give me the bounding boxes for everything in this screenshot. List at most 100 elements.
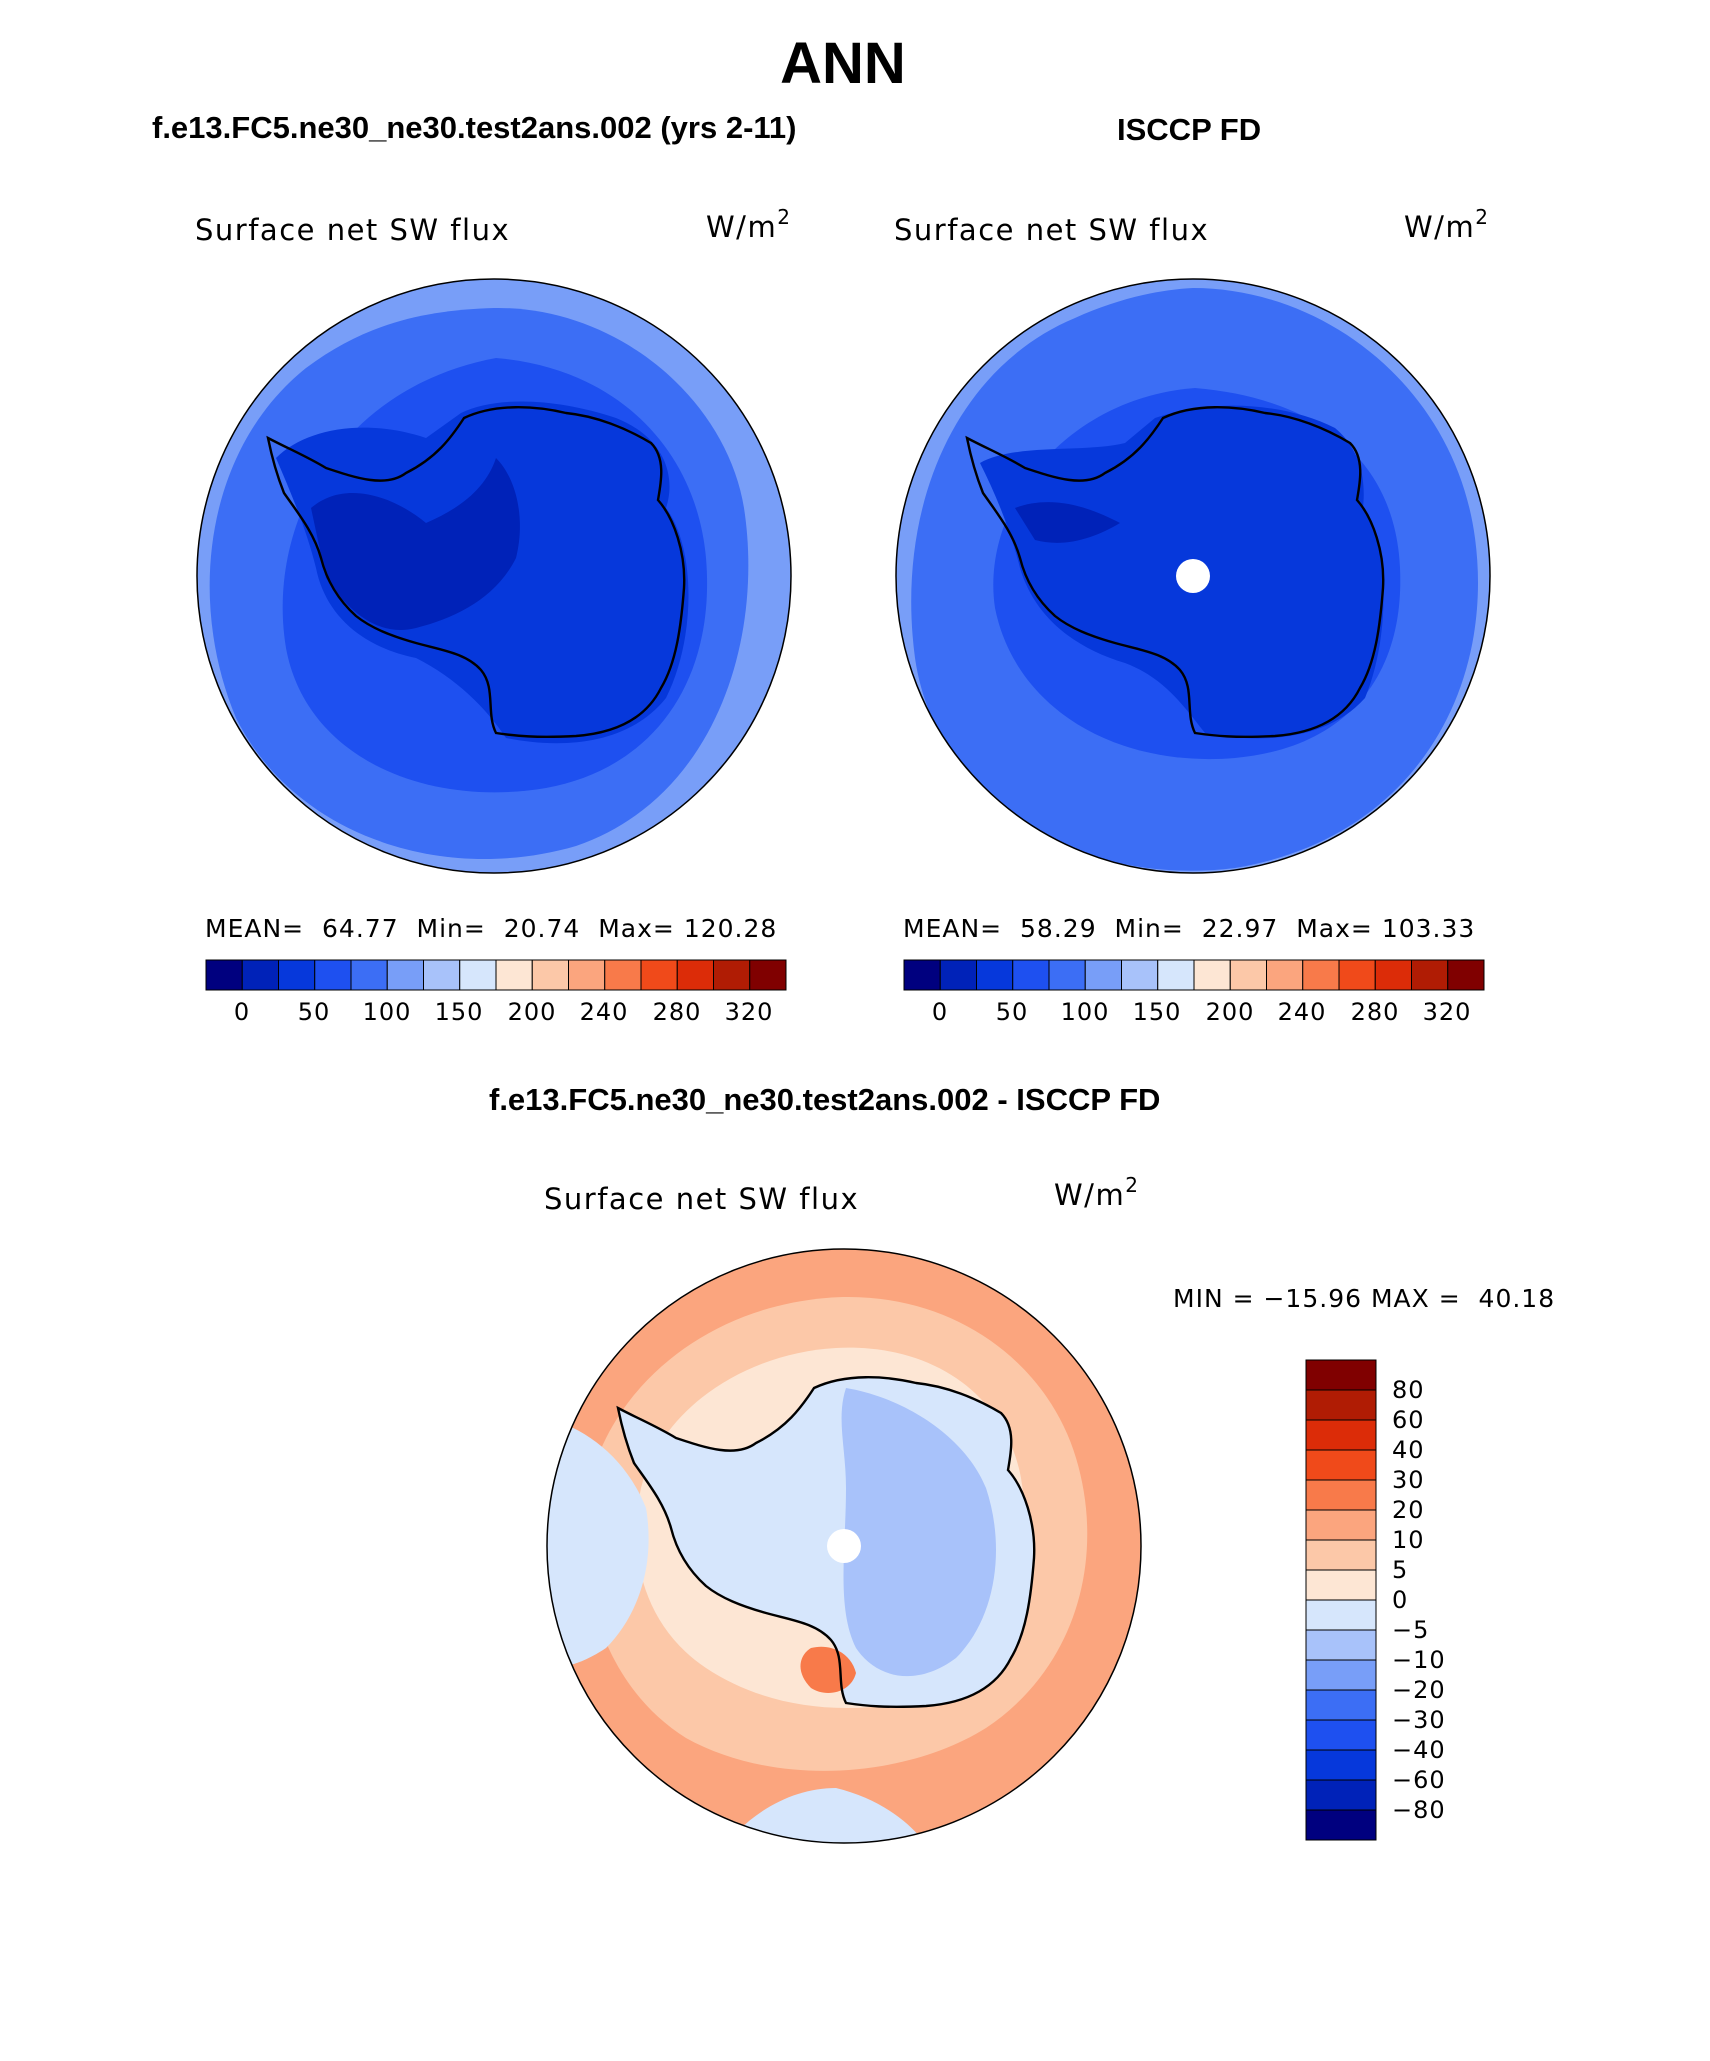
panel-1-variable-label: Surface net SW flux	[195, 213, 511, 247]
panel-1-stats: MEAN= 64.77 Min= 20.74 Max= 120.28	[205, 914, 777, 943]
colorbar-swatch	[1305, 1539, 1377, 1571]
colorbar-swatch	[903, 959, 941, 991]
colorbar-swatch	[1229, 959, 1267, 991]
panel-1-tick: 50	[297, 998, 331, 1026]
panel-2-polar-map	[895, 278, 1491, 874]
colorbar-swatch	[531, 959, 569, 991]
difference-coastline	[616, 1376, 1036, 1708]
difference-tick: −20	[1392, 1676, 1446, 1704]
panel-2-mean-label: MEAN=	[903, 914, 1003, 943]
panel-2-tick: 0	[931, 998, 949, 1026]
colorbar-swatch	[1305, 1479, 1377, 1511]
colorbar-swatch	[939, 959, 977, 991]
colorbar-swatch	[713, 959, 751, 991]
panel-2-colorbar	[903, 959, 1485, 991]
colorbar-swatch	[1305, 1419, 1377, 1451]
colorbar-swatch	[1084, 959, 1122, 991]
difference-tick: 60	[1392, 1406, 1425, 1434]
colorbar-swatch	[1374, 959, 1412, 991]
difference-tick: −60	[1392, 1766, 1446, 1794]
panel-1-tick: 240	[579, 998, 629, 1026]
panel-2-min-label: Min=	[1114, 914, 1184, 943]
panel-1-max: 120.28	[683, 914, 778, 943]
panel-2-min: 22.97	[1201, 914, 1279, 943]
colorbar-swatch	[1266, 959, 1304, 991]
difference-tick: −40	[1392, 1736, 1446, 1764]
difference-tick: 5	[1392, 1556, 1409, 1584]
colorbar-swatch	[495, 959, 533, 991]
colorbar-swatch	[241, 959, 279, 991]
panel-2-variable-label: Surface net SW flux	[894, 213, 1210, 247]
panel-1-tick: 200	[507, 998, 557, 1026]
panel-2-tick: 50	[995, 998, 1029, 1026]
colorbar-swatch	[1305, 1359, 1377, 1391]
colorbar-swatch	[278, 959, 316, 991]
difference-tick: 20	[1392, 1496, 1425, 1524]
colorbar-swatch	[1411, 959, 1449, 991]
panel-2-tick: 150	[1132, 998, 1182, 1026]
panel-1-polar-map	[196, 278, 792, 874]
colorbar-swatch	[1305, 1569, 1377, 1601]
difference-shade-west-sector	[547, 1418, 649, 1668]
difference-tick: 30	[1392, 1466, 1425, 1494]
colorbar-swatch	[459, 959, 497, 991]
panel-2-units: W/m2	[1404, 205, 1490, 244]
colorbar-swatch	[1338, 959, 1376, 991]
difference-tick: −10	[1392, 1646, 1446, 1674]
panel-2-stats: MEAN= 58.29 Min= 22.97 Max= 103.33	[903, 914, 1475, 943]
colorbar-swatch	[386, 959, 424, 991]
panel-1-tick: 320	[724, 998, 774, 1026]
colorbar-swatch	[1305, 1449, 1377, 1481]
colorbar-swatch	[350, 959, 388, 991]
main-title: ANN	[780, 31, 906, 96]
difference-tick: 0	[1392, 1586, 1409, 1614]
panel-1-tick: 280	[652, 998, 702, 1026]
panel-2-shade-basin	[1015, 502, 1120, 543]
panel-2-tick: 100	[1060, 998, 1110, 1026]
colorbar-swatch	[1012, 959, 1050, 991]
panel-1-tick: 150	[434, 998, 484, 1026]
panel-2-colorbar-ticks: 0 50 100 150 200 240 280 320	[904, 998, 1484, 1030]
colorbar-swatch	[314, 959, 352, 991]
difference-tick: 40	[1392, 1436, 1425, 1464]
colorbar-swatch	[1305, 1389, 1377, 1421]
panel-2-coastline	[965, 406, 1385, 738]
colorbar-swatch	[1305, 1599, 1377, 1631]
panel-2-tick: 320	[1422, 998, 1472, 1026]
colorbar-swatch	[1305, 1629, 1377, 1661]
colorbar-swatch	[1193, 959, 1231, 991]
colorbar-swatch	[423, 959, 461, 991]
panel-1-colorbar	[205, 959, 787, 991]
panel-1-tick: 100	[362, 998, 412, 1026]
panel-2-mean: 58.29	[1020, 914, 1097, 943]
colorbar-swatch	[1048, 959, 1086, 991]
panel-2-tick: 280	[1350, 998, 1400, 1026]
panel-2-tick: 200	[1205, 998, 1255, 1026]
colorbar-swatch	[1305, 1689, 1377, 1721]
colorbar-swatch	[976, 959, 1014, 991]
panel-1-shade-basin	[311, 458, 520, 630]
panel-1-min-label: Min=	[416, 914, 486, 943]
panel-2-missing-pole	[1176, 559, 1210, 593]
panel-1-min: 20.74	[503, 914, 581, 943]
difference-units: W/m2	[1054, 1173, 1140, 1212]
panel-1-tick: 0	[233, 998, 251, 1026]
colorbar-swatch	[568, 959, 606, 991]
colorbar-swatch	[640, 959, 678, 991]
difference-minmax: MIN = −15.96 MAX = 40.18	[1173, 1284, 1556, 1313]
colorbar-swatch	[1121, 959, 1159, 991]
colorbar-swatch	[1157, 959, 1195, 991]
panel-1-heading: f.e13.FC5.ne30_ne30.test2ans.002 (yrs 2-…	[152, 110, 797, 145]
colorbar-swatch	[1305, 1659, 1377, 1691]
panel-1-coastline	[266, 406, 686, 738]
panel-1-colorbar-ticks: 0 50 100 150 200 240 280 320	[206, 998, 786, 1030]
difference-colorbar-ticks: 80 60 40 30 20 10 5 0 −5 −10 −20 −30 −40…	[1386, 1360, 1466, 1840]
difference-tick: 10	[1392, 1526, 1425, 1554]
colorbar-swatch	[749, 959, 787, 991]
colorbar-swatch	[1305, 1779, 1377, 1811]
panel-1-max-label: Max=	[598, 914, 675, 943]
difference-tick: −30	[1392, 1706, 1446, 1734]
colorbar-swatch	[1302, 959, 1340, 991]
colorbar-swatch	[205, 959, 243, 991]
colorbar-swatch	[1305, 1809, 1377, 1841]
